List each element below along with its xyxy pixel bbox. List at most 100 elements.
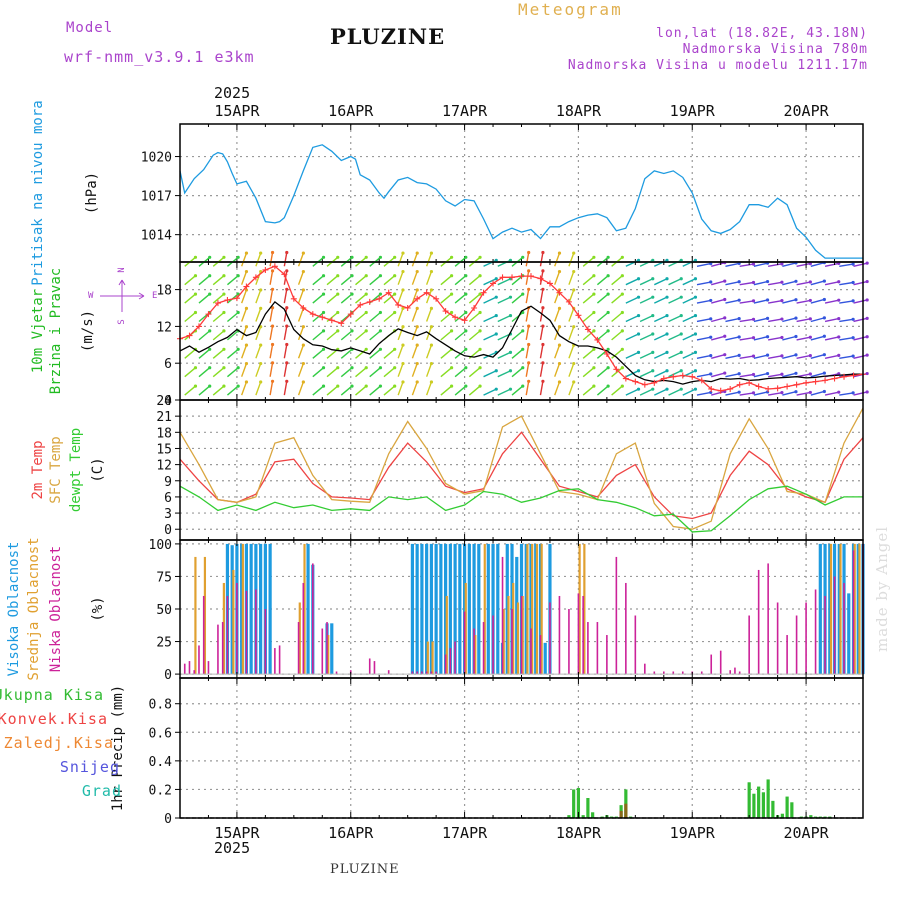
cloud-bar-1-27 xyxy=(853,543,856,675)
wind-arrowhead-291 xyxy=(709,354,713,358)
cloud-bar-2-15 xyxy=(297,622,300,675)
gust-marker-25 xyxy=(414,295,421,302)
wind-arrow-60 xyxy=(283,307,288,322)
wind-arrow-124 xyxy=(397,308,404,322)
precip-legend-3: Snijeg xyxy=(60,758,120,776)
wind-arrow-379 xyxy=(853,336,868,341)
ytick-label-clouds-3: 75 xyxy=(156,570,172,585)
cloud-bar-1-23 xyxy=(578,543,581,675)
wind-arrow-108 xyxy=(369,311,381,323)
wind-arrowhead-285 xyxy=(693,313,698,318)
wind-arrow-188 xyxy=(511,311,524,323)
wind-arrowhead-152 xyxy=(449,255,454,259)
wind-arrowhead-184 xyxy=(508,258,513,262)
gust-marker-53 xyxy=(679,372,686,379)
precip-bar-0-16 xyxy=(761,792,765,818)
wind-arrow-226 xyxy=(582,348,595,359)
wind-arrowhead-101 xyxy=(364,310,368,315)
gust-marker-60 xyxy=(746,379,753,386)
wind-arrowhead-76 xyxy=(321,329,326,333)
wind-arrowhead-72 xyxy=(301,251,305,255)
wind-arrowhead-51 xyxy=(270,342,275,347)
wind-arrowhead-174 xyxy=(494,295,498,299)
precip-bar-0-2 xyxy=(576,788,581,818)
wind-arrowhead-92 xyxy=(350,329,354,333)
wind-arrowhead-144 xyxy=(429,251,434,255)
wind-arrow-309 xyxy=(725,299,740,304)
cloud-bar-0-18 xyxy=(429,543,433,675)
wind-arrow-52 xyxy=(269,307,274,322)
wind-arrow-310 xyxy=(725,281,740,286)
wind-arrowhead-52 xyxy=(270,324,275,328)
wind-arrowhead-135 xyxy=(415,269,419,274)
wind-arrowhead-170 xyxy=(494,369,498,373)
cloud-bar-1-4 xyxy=(241,543,244,675)
wind-arrow-322 xyxy=(753,354,768,359)
cloud-bar-0-30 xyxy=(491,543,495,675)
wind-arrowhead-14 xyxy=(208,292,212,296)
wind-arrowhead-252 xyxy=(636,332,641,336)
wind-arrowhead-46 xyxy=(259,288,263,292)
wind-arrowhead-211 xyxy=(557,343,562,347)
wind-arrowhead-212 xyxy=(557,325,562,329)
wind-arrowhead-86 xyxy=(336,292,340,296)
wind-arrowhead-341 xyxy=(794,316,798,320)
wind-arrow-329 xyxy=(768,373,783,378)
wind-arrowhead-244 xyxy=(620,329,624,333)
cloud-bar-2-61 xyxy=(710,654,713,675)
wind-arrowhead-143 xyxy=(429,269,434,274)
wind-arrowhead-96 xyxy=(350,255,354,259)
ytick-label-temperature-4: 12 xyxy=(156,459,172,474)
wind-arrowhead-98 xyxy=(364,366,368,370)
wind-arrowhead-367 xyxy=(837,280,841,284)
ytick-label-wind-0: 0 xyxy=(164,394,172,409)
wind-arrow-28 xyxy=(226,311,239,323)
wind-arrow-273 xyxy=(668,370,682,378)
wind-arrowhead-78 xyxy=(321,292,326,296)
wind-arrow-306 xyxy=(725,354,740,359)
wind-arrow-83 xyxy=(326,330,339,341)
cloud-bar-1-2 xyxy=(222,582,225,675)
wind-arrow-197 xyxy=(525,289,530,304)
wind-arrowhead-70 xyxy=(301,288,305,292)
wind-arrowhead-157 xyxy=(464,310,468,315)
wind-arrow-78 xyxy=(312,275,324,286)
wind-arrowhead-192 xyxy=(521,255,525,259)
wind-arrowhead-120 xyxy=(393,255,397,259)
wind-arrow-235 xyxy=(596,330,609,341)
wind-arrow-91 xyxy=(340,330,353,341)
wind-arrow-312 xyxy=(739,392,754,396)
wind-arrowhead-82 xyxy=(336,366,340,370)
wind-arrowhead-243 xyxy=(620,347,624,351)
wind-arrowhead-32 xyxy=(236,255,240,259)
wind-arrowhead-218 xyxy=(572,361,576,366)
wind-arrowhead-176 xyxy=(494,258,498,262)
wind-arrow-192 xyxy=(525,381,530,396)
wind-arrowhead-129 xyxy=(415,380,419,384)
wind-arrow-13 xyxy=(198,293,211,304)
cloud-bar-0-3 xyxy=(240,543,244,675)
wind-arrow-186 xyxy=(511,348,524,359)
cloud-bar-2-9 xyxy=(236,582,238,675)
wind-arrow-313 xyxy=(739,373,754,378)
wind-arrow-132 xyxy=(411,308,418,322)
wind-arrow-341 xyxy=(782,299,797,304)
wind-arrow-348 xyxy=(796,318,811,323)
wind-arrowhead-63 xyxy=(285,269,289,273)
wind-arrowhead-149 xyxy=(449,310,454,315)
wind-arrowhead-8 xyxy=(193,255,198,259)
wind-arrowhead-287 xyxy=(693,277,698,281)
xtick-label-bottom-4: 19APR xyxy=(670,824,716,842)
cloud-bar-2-76 xyxy=(843,582,845,675)
wind-arrowhead-364 xyxy=(837,335,841,339)
wind-arrow-208 xyxy=(554,381,561,396)
wind-arrow-232 xyxy=(596,385,609,396)
cloud-bar-1-1 xyxy=(203,556,207,675)
wind-arrow-144 xyxy=(440,385,453,396)
compass-s: S xyxy=(117,319,127,324)
cloud-bar-2-28 xyxy=(425,671,428,675)
wind-arrow-142 xyxy=(425,271,433,285)
wind-arrow-32 xyxy=(241,381,248,396)
wind-arrowhead-64 xyxy=(285,250,289,255)
wind-arrowhead-213 xyxy=(557,306,562,310)
